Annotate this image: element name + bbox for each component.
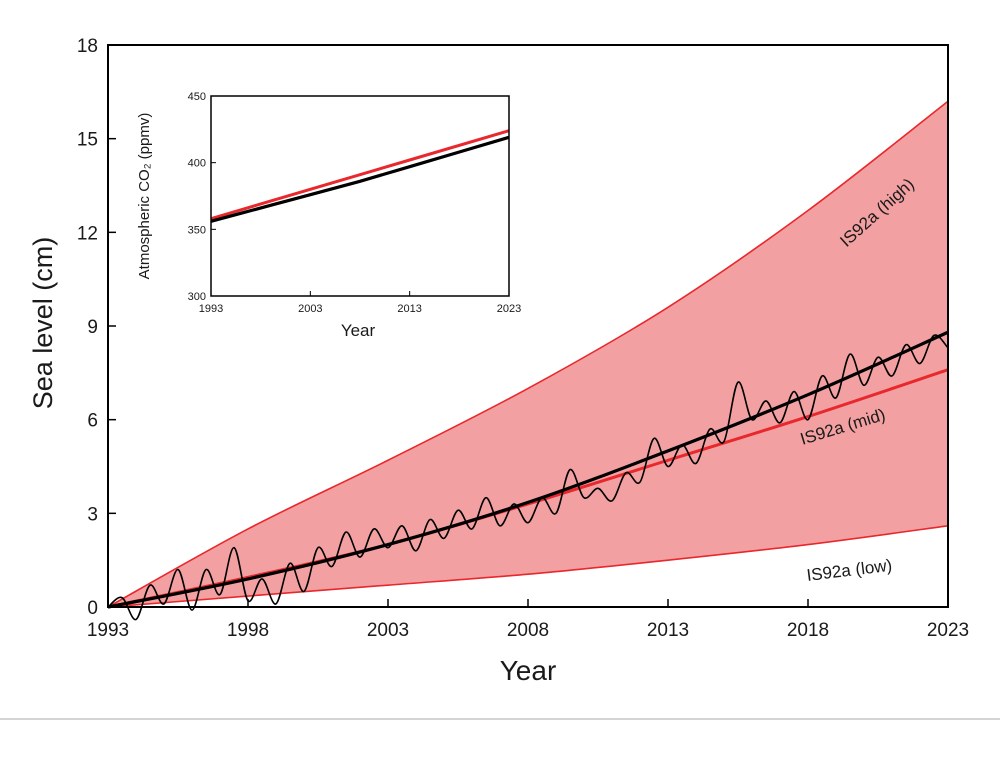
x-axis-ticks: 1993 1998 2003 2008 2013 2018 2023 (87, 599, 969, 641)
inset-y-tick-label: 450 (188, 91, 206, 103)
y-tick-label: 6 (87, 411, 98, 432)
inset-y-tick-label: 300 (188, 291, 206, 303)
projection-band (108, 101, 948, 607)
x-axis-label: Year (500, 655, 557, 686)
x-tick-label: 2003 (367, 620, 409, 641)
inset-x-axis-label: Year (341, 321, 376, 340)
series-lines (107, 100, 949, 621)
projection-band-area (108, 101, 948, 607)
annotation-low: IS92a (low) (806, 556, 894, 585)
y-tick-label: 3 (87, 504, 98, 525)
y-tick-label: 0 (87, 598, 98, 619)
bottom-divider (0, 718, 1000, 720)
y-tick-label: 9 (87, 317, 98, 338)
inset-series-line (210, 135, 510, 223)
co2-inset: 300 350 400 450 1993 2003 2013 2023 Year Atmos… (130, 82, 530, 344)
inset-x-tick-label: 2003 (298, 303, 322, 315)
y-tick-label: 18 (77, 36, 98, 57)
inset-background (130, 82, 530, 344)
x-tick-label: 2023 (927, 620, 969, 641)
inset-y-axis-label: Atmospheric CO₂ (ppmv) (136, 113, 153, 280)
inset-x-tick-label: 2023 (497, 303, 521, 315)
inset-x-tick-label: 2013 (397, 303, 421, 315)
x-tick-label: 2013 (647, 620, 689, 641)
y-tick-label: 15 (77, 130, 98, 151)
inset-x-axis-ticks: 1993 2003 2013 2023 (199, 291, 521, 315)
inset-series-lines (210, 129, 510, 223)
x-tick-label: 1998 (227, 620, 269, 641)
inset-y-tick-label: 350 (188, 224, 206, 236)
inset-y-tick-label: 400 (188, 158, 206, 170)
x-tick-label: 2018 (787, 620, 829, 641)
inset-series-line (210, 129, 510, 221)
inset-x-tick-label: 1993 (199, 303, 223, 315)
y-axis-label: Sea level (cm) (28, 237, 58, 410)
x-tick-label: 2008 (507, 620, 549, 641)
y-axis-ticks: 0 3 6 9 12 15 18 (77, 36, 116, 619)
observed-trend-line (107, 330, 949, 609)
x-tick-label: 1993 (87, 620, 129, 641)
inset-plot-frame (210, 95, 510, 297)
series-line-low (107, 525, 949, 608)
y-tick-label: 12 (77, 223, 98, 244)
inset-y-axis-ticks: 300 350 400 450 (188, 91, 216, 303)
series-line-high (107, 100, 949, 608)
